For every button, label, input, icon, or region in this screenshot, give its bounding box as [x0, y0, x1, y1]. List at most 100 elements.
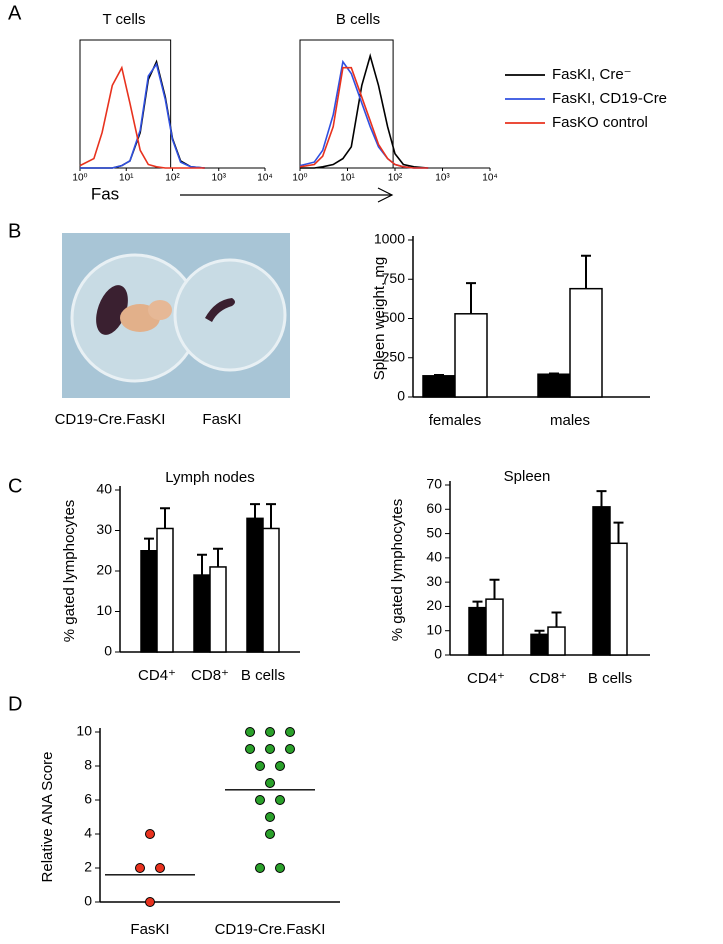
x-tick-label: 10⁴: [257, 173, 272, 184]
error-bar: [266, 503, 276, 529]
data-point: [145, 829, 155, 839]
x-tick-label: B cells: [241, 667, 285, 684]
error-bar: [472, 600, 483, 608]
error-bar: [250, 503, 260, 519]
y-axis-label: % gated lymphocytes: [61, 500, 78, 643]
y-tick-label: 20: [96, 562, 112, 578]
bar: [569, 287, 603, 398]
chart-title: B cells: [336, 11, 380, 28]
error-bar: [551, 611, 562, 628]
data-point: [285, 727, 295, 737]
data-point: [275, 761, 285, 771]
chart-title: Lymph nodes: [165, 469, 255, 486]
x-tick-label: 10³: [212, 173, 227, 184]
error-bar: [581, 254, 591, 289]
data-point: [155, 863, 165, 873]
x-tick-label: females: [429, 412, 482, 429]
plot-frame: [299, 39, 394, 168]
bar: [140, 550, 158, 653]
bar: [422, 375, 456, 398]
x-tick-label: 10²: [388, 173, 403, 184]
x-tick-label: CD8⁺: [529, 670, 567, 687]
panel-label: C: [8, 475, 22, 497]
y-tick-label: 6: [84, 791, 92, 807]
y-tick-label: 60: [426, 500, 442, 516]
photo-label: CD19-Cre.FasKI: [55, 411, 166, 428]
x-axis-label: Fas: [91, 184, 119, 203]
y-tick-label: 750: [382, 270, 406, 286]
error-bar: [213, 547, 223, 567]
y-tick-label: 250: [382, 348, 406, 364]
error-bar: [489, 578, 500, 600]
panel-label: A: [8, 2, 22, 24]
histogram-curve: [299, 66, 429, 169]
y-tick-label: 500: [382, 309, 406, 325]
y-tick-label: 40: [96, 481, 112, 497]
x-tick-label: 10¹: [340, 173, 355, 184]
histogram-curve: [79, 65, 205, 169]
y-tick-label: 50: [426, 524, 442, 540]
y-tick-label: 2: [84, 859, 92, 875]
bar: [246, 517, 264, 653]
legend-label: FasKI, CD19-Cre: [552, 90, 667, 107]
y-tick-label: 10: [426, 621, 442, 637]
data-point: [255, 795, 265, 805]
y-tick-label: 8: [84, 757, 92, 773]
y-axis-label: % gated lymphocytes: [389, 499, 406, 642]
error-bar: [197, 553, 207, 576]
bar: [547, 626, 566, 656]
y-tick-label: 10: [76, 723, 92, 739]
photo-label: FasKI: [202, 411, 241, 428]
y-tick-label: 20: [426, 597, 442, 613]
bar: [530, 633, 549, 656]
x-tick-label: CD4⁺: [467, 670, 505, 687]
chart-title: Spleen: [504, 468, 551, 485]
y-tick-label: 0: [104, 643, 112, 659]
y-tick-label: 70: [426, 476, 442, 492]
error-bar: [596, 490, 607, 507]
bar: [592, 506, 611, 656]
x-tick-label: 10⁰: [292, 173, 307, 184]
data-point: [265, 727, 275, 737]
bar: [468, 606, 487, 656]
data-point: [255, 863, 265, 873]
y-tick-label: 4: [84, 825, 92, 841]
y-tick-label: 0: [84, 893, 92, 909]
data-point: [265, 744, 275, 754]
y-tick-label: 40: [426, 549, 442, 565]
legend-label: FasKI, Cre⁻: [552, 66, 632, 83]
x-tick-label: 10⁴: [482, 173, 497, 184]
y-axis-label: Relative ANA Score: [39, 752, 56, 883]
bar: [209, 566, 227, 653]
y-tick-label: 10: [96, 602, 112, 618]
y-tick-label: 30: [96, 521, 112, 537]
error-bar: [466, 282, 476, 314]
x-tick-label: FasKI: [130, 921, 169, 938]
legend-label: FasKO control: [552, 114, 648, 131]
x-tick-label: 10⁰: [72, 173, 87, 184]
error-bar: [534, 629, 545, 635]
fas-arrow: [180, 187, 394, 203]
y-tick-label: 1000: [374, 231, 405, 247]
error-bar: [434, 374, 444, 377]
y-tick-label: 0: [397, 388, 405, 404]
y-tick-label: 0: [434, 646, 442, 662]
x-tick-label: CD8⁺: [191, 667, 229, 684]
data-point: [275, 795, 285, 805]
data-point: [265, 812, 275, 822]
panel-label: D: [8, 693, 22, 715]
x-tick-label: 10²: [165, 173, 180, 184]
data-point: [135, 863, 145, 873]
x-tick-label: 10³: [435, 173, 450, 184]
y-tick-label: 30: [426, 573, 442, 589]
error-bar: [613, 521, 624, 544]
x-tick-label: B cells: [588, 670, 632, 687]
error-bar: [144, 537, 154, 551]
panel-label: B: [8, 220, 21, 242]
bar: [537, 373, 571, 398]
data-point: [255, 761, 265, 771]
data-point: [245, 727, 255, 737]
histogram-curve: [80, 62, 205, 169]
data-point: [265, 778, 275, 788]
